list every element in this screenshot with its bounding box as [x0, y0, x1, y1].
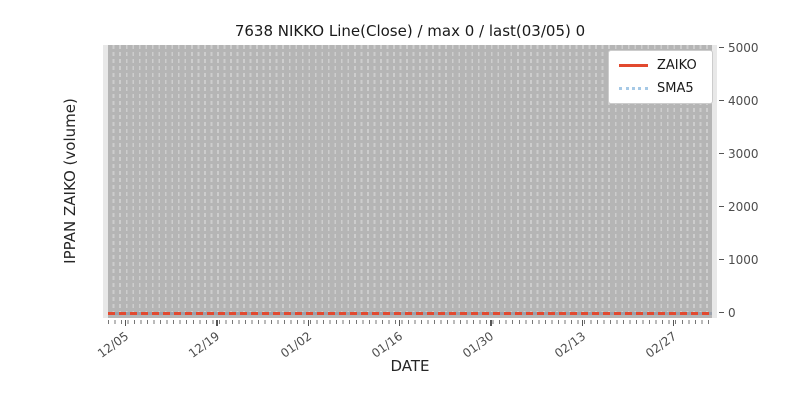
x-tick-mark — [672, 320, 675, 326]
legend-entry-sma5: SMA5 — [619, 81, 703, 96]
y-tick-mark — [719, 47, 724, 49]
chart-title: 7638 NIKKO Line(Close) / max 0 / last(03… — [234, 22, 586, 40]
y-tick-mark — [719, 153, 724, 155]
legend-label-sma5: SMA5 — [657, 81, 694, 96]
x-tick-mark — [581, 320, 583, 326]
y-tick-label: 4000 — [728, 94, 759, 108]
x-minor-ticks — [108, 320, 712, 324]
x-axis-label: DATE — [390, 357, 430, 375]
y-tick-mark — [719, 206, 724, 208]
x-tick-mark — [125, 320, 127, 326]
y-tick-label: 3000 — [728, 147, 759, 161]
y-tick-label: 2000 — [728, 200, 759, 214]
y-tick-mark — [719, 259, 724, 261]
y-tick-label: 5000 — [728, 41, 759, 55]
x-tick-mark — [490, 320, 492, 326]
y-tick-label: 0 — [728, 306, 736, 320]
legend-entry-zaiko: ZAIKO — [619, 58, 703, 73]
x-tick-mark — [307, 320, 309, 326]
y-tick-mark — [719, 312, 724, 314]
y-tick-mark — [719, 100, 724, 102]
x-tick-mark — [398, 320, 401, 326]
legend: ZAIKO SMA5 — [608, 50, 713, 104]
x-tick-mark — [216, 320, 218, 326]
legend-label-zaiko: ZAIKO — [657, 58, 697, 73]
plot-area: ZAIKO SMA5 — [103, 45, 717, 318]
sma5-line-sample-icon — [619, 87, 648, 90]
zaiko-sma5-line — [108, 312, 712, 315]
y-tick-label: 1000 — [728, 253, 759, 267]
zaiko-line-sample-icon — [619, 63, 648, 68]
